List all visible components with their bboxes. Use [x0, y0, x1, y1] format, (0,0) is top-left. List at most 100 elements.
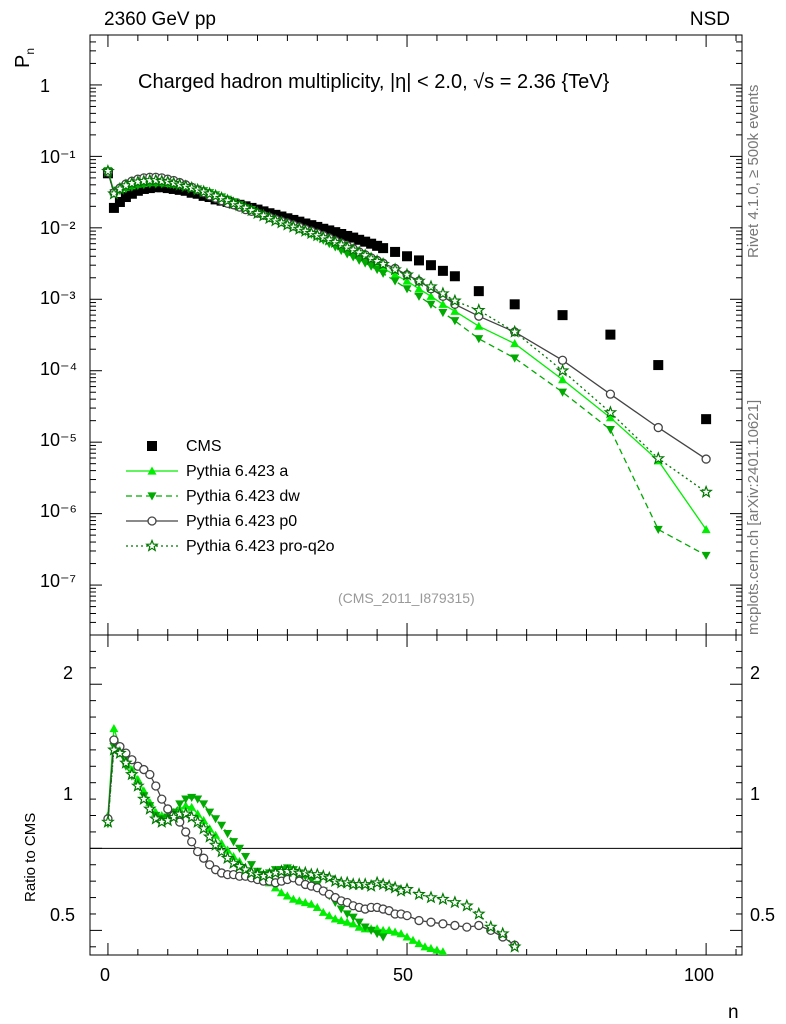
ratio-series-0-point	[109, 724, 119, 733]
main-series-4-point	[244, 203, 259, 217]
ratio-series-0-point	[288, 894, 298, 903]
main-series-0-point	[186, 187, 197, 198]
main-y-axis-label-sub: n	[23, 47, 37, 55]
ratio-series-3-point	[101, 814, 115, 828]
main-series-0-point	[402, 251, 413, 262]
main-series-0-point	[342, 230, 353, 241]
main-series-1-point	[701, 524, 711, 534]
main-series-2-point	[372, 266, 382, 275]
main-series-1-point	[510, 339, 520, 348]
main-series-3-line	[107, 172, 707, 460]
ratio-series-0-point	[396, 929, 406, 938]
main-series-0-point	[324, 225, 335, 236]
ratio-series-1-point	[181, 795, 191, 804]
main-series-4-point	[328, 234, 343, 249]
main-series-0-point	[366, 238, 377, 249]
main-series-4-point	[507, 324, 522, 338]
ratio-series-2-point	[181, 827, 191, 837]
main-series-4-point	[238, 200, 253, 214]
ratio-series-1-point	[199, 800, 209, 809]
main-series-1-point	[474, 321, 484, 330]
ratio-y-axis-label: Ratio to CMS	[22, 812, 39, 902]
main-series-3-point	[605, 389, 616, 399]
main-series-4-point	[214, 190, 229, 204]
ratio-series-3-point	[202, 829, 217, 843]
main-series-4-point	[376, 257, 390, 270]
main-series-4-point	[310, 228, 325, 242]
main-series-4-point	[304, 225, 319, 240]
main-series-2-point	[558, 388, 568, 397]
main-series-4-point	[447, 293, 462, 307]
ratio-series-2-point	[175, 817, 185, 827]
ratio-series-0-point	[294, 896, 304, 905]
ratio-series-3-point	[495, 926, 510, 940]
main-series-4-point	[370, 254, 385, 268]
main-series-4-point	[256, 208, 271, 222]
ratio-series-3-point	[214, 844, 229, 858]
ratio-series-0-point	[205, 824, 215, 833]
ratio-right-tick-0.5: 0.5	[750, 905, 776, 925]
x-tick-label-100: 100	[684, 965, 715, 985]
main-series-1-point	[414, 284, 424, 293]
ratio-series-2-point	[163, 804, 173, 814]
main-series-0-point	[120, 192, 131, 203]
main-series-4-point	[316, 230, 331, 244]
ratio-series-1-point	[354, 918, 364, 927]
main-series-4-point	[232, 198, 247, 212]
main-series-2-point	[701, 551, 711, 560]
ratio-series-0-point	[408, 935, 418, 944]
analysis-id-label: (CMS_2011_I879315)	[338, 590, 475, 606]
ratio-plot-frame	[89, 634, 743, 956]
main-series-0-point	[360, 236, 371, 247]
ratio-series-1-point	[372, 930, 382, 939]
main-series-4-point	[298, 223, 313, 237]
main-series-0-point	[294, 216, 305, 227]
ratio-series-0-point	[432, 945, 442, 954]
y-tick-label-1e-1: 10⁻¹	[40, 147, 76, 167]
main-series-4-point	[280, 217, 295, 231]
main-series-4-point	[184, 180, 199, 194]
main-series-4-point	[262, 211, 277, 225]
main-series-2-point	[378, 269, 388, 278]
main-series-2-point	[402, 285, 412, 294]
y-tick-label-1e-4: 10⁻⁴	[40, 359, 78, 379]
main-series-0-point	[312, 221, 323, 232]
main-series-1-point	[390, 270, 400, 279]
main-series-0-point	[605, 329, 616, 340]
mcplots-label: mcplots.cern.ch [arXiv:2401.10621]	[745, 399, 762, 635]
y-tick-label-1e-2: 10⁻²	[40, 218, 76, 238]
ratio-series-1-point	[205, 808, 215, 817]
ratio-series-3-point	[130, 778, 145, 792]
main-series-4-point	[208, 188, 223, 202]
main-series-4-point	[400, 267, 414, 281]
main-series-4-point	[651, 451, 666, 465]
ratio-series-3-point	[226, 855, 241, 870]
main-series-2-point	[653, 525, 663, 534]
main-y-axis-label-main: P	[12, 54, 34, 68]
legend-symbol-3	[147, 516, 157, 526]
main-series-0-point	[306, 220, 317, 231]
main-series-2-point	[438, 309, 448, 318]
main-series-1-point	[426, 291, 436, 300]
ratio-series-2-point	[193, 846, 203, 857]
ratio-series-1-point	[229, 838, 239, 847]
ratio-series-0-point	[384, 925, 394, 934]
ratio-series-0-point	[181, 801, 191, 810]
ratio-series-2-point	[414, 915, 424, 926]
ratio-series-0-point	[402, 932, 412, 941]
main-series-1-point	[605, 413, 615, 422]
ratio-series-2-point	[438, 919, 448, 929]
y-tick-label-1e-7: 10⁻⁷	[40, 571, 77, 591]
main-series-4-point	[226, 196, 241, 210]
ratio-series-3-point	[238, 862, 253, 876]
ratio-series-1-point	[223, 829, 233, 839]
legend-symbol-4	[145, 538, 159, 552]
main-series-4-point	[154, 173, 169, 187]
main-series-2-point	[342, 250, 352, 259]
x-tick-label-0: 0	[100, 965, 111, 985]
main-series-0-point	[354, 234, 365, 245]
ratio-series-1-point	[193, 795, 203, 804]
ratio-series-3-point	[507, 939, 522, 953]
main-series-0-point	[372, 240, 383, 251]
ratio-series-3-point	[447, 895, 462, 909]
